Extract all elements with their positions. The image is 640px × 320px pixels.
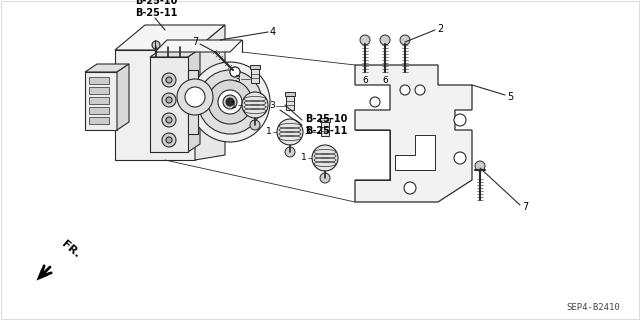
Circle shape bbox=[166, 97, 172, 103]
Bar bbox=[251, 69, 259, 83]
Text: 6: 6 bbox=[382, 76, 388, 85]
Circle shape bbox=[166, 137, 172, 143]
Polygon shape bbox=[117, 64, 129, 130]
Circle shape bbox=[152, 41, 160, 49]
Text: FR.: FR. bbox=[60, 239, 82, 260]
Circle shape bbox=[164, 41, 172, 49]
Bar bbox=[285, 92, 295, 96]
Circle shape bbox=[218, 90, 242, 114]
Text: 7: 7 bbox=[192, 37, 198, 47]
Text: 1: 1 bbox=[301, 154, 307, 163]
Circle shape bbox=[176, 41, 184, 49]
Circle shape bbox=[226, 98, 234, 106]
Text: 7: 7 bbox=[522, 202, 528, 212]
Circle shape bbox=[380, 35, 390, 45]
Circle shape bbox=[285, 147, 295, 157]
Circle shape bbox=[454, 114, 466, 126]
Circle shape bbox=[162, 93, 176, 107]
Circle shape bbox=[230, 67, 240, 77]
Polygon shape bbox=[115, 50, 195, 160]
Circle shape bbox=[415, 85, 425, 95]
Bar bbox=[89, 107, 109, 114]
Bar bbox=[320, 118, 330, 122]
Bar bbox=[89, 117, 109, 124]
Circle shape bbox=[166, 117, 172, 123]
Circle shape bbox=[208, 80, 252, 124]
Circle shape bbox=[277, 119, 303, 145]
Circle shape bbox=[404, 182, 416, 194]
Text: B-25-10
B-25-11: B-25-10 B-25-11 bbox=[135, 0, 177, 18]
Circle shape bbox=[190, 62, 270, 142]
Polygon shape bbox=[36, 268, 49, 281]
Polygon shape bbox=[155, 40, 242, 52]
Text: 3: 3 bbox=[304, 127, 310, 137]
Polygon shape bbox=[188, 70, 198, 134]
Bar bbox=[286, 96, 294, 110]
Circle shape bbox=[230, 67, 240, 77]
Circle shape bbox=[370, 97, 380, 107]
Circle shape bbox=[454, 152, 466, 164]
Bar bbox=[89, 87, 109, 94]
Circle shape bbox=[400, 35, 410, 45]
Text: B-25-10
B-25-11: B-25-10 B-25-11 bbox=[305, 114, 348, 136]
Circle shape bbox=[223, 95, 237, 109]
Circle shape bbox=[162, 73, 176, 87]
Circle shape bbox=[185, 87, 205, 107]
Circle shape bbox=[177, 79, 213, 115]
Polygon shape bbox=[188, 49, 200, 152]
Polygon shape bbox=[85, 64, 129, 72]
Text: 1: 1 bbox=[231, 100, 237, 109]
Text: 3: 3 bbox=[234, 75, 240, 84]
Circle shape bbox=[400, 85, 410, 95]
Bar bbox=[85, 72, 117, 130]
Polygon shape bbox=[355, 65, 472, 202]
Polygon shape bbox=[195, 25, 225, 160]
Text: 1: 1 bbox=[266, 127, 272, 137]
Bar bbox=[89, 97, 109, 104]
Polygon shape bbox=[150, 49, 200, 57]
Text: 3: 3 bbox=[269, 101, 275, 110]
Bar bbox=[89, 77, 109, 84]
Text: 4: 4 bbox=[270, 27, 276, 37]
Circle shape bbox=[250, 120, 260, 130]
Circle shape bbox=[198, 70, 262, 134]
Circle shape bbox=[320, 173, 330, 183]
Text: 2: 2 bbox=[437, 24, 444, 34]
Text: 6: 6 bbox=[362, 76, 368, 85]
Circle shape bbox=[162, 113, 176, 127]
Circle shape bbox=[475, 161, 485, 171]
Circle shape bbox=[242, 92, 268, 118]
Circle shape bbox=[166, 77, 172, 83]
Text: 5: 5 bbox=[507, 92, 513, 102]
Circle shape bbox=[162, 133, 176, 147]
Circle shape bbox=[312, 145, 338, 171]
Text: SEP4-B2410: SEP4-B2410 bbox=[566, 303, 620, 312]
Circle shape bbox=[360, 35, 370, 45]
Bar bbox=[321, 122, 329, 136]
Bar bbox=[250, 65, 260, 69]
Bar bbox=[150, 57, 188, 152]
Polygon shape bbox=[395, 135, 435, 170]
Polygon shape bbox=[115, 25, 225, 50]
